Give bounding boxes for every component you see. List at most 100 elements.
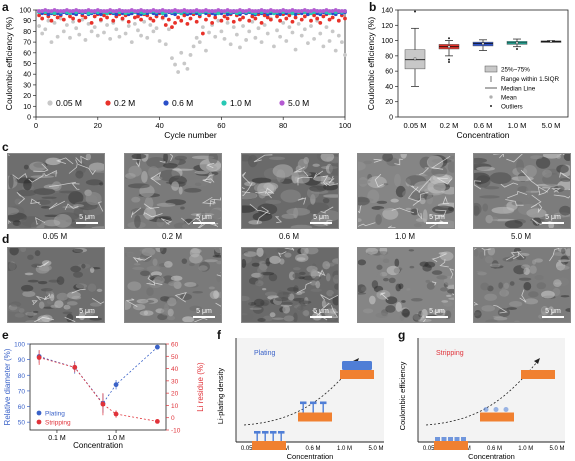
data-point-plating: [154, 344, 160, 350]
data-point-50M: [191, 9, 196, 13]
data-point-50M: [268, 8, 273, 12]
data-point-005M: [173, 62, 177, 67]
data-point-50M: [228, 9, 233, 13]
data-point-02M: [284, 16, 289, 21]
scale-bar-line: [542, 222, 564, 224]
data-point-50M: [200, 9, 205, 13]
data-point-005M: [123, 31, 128, 36]
data-point-005M: [46, 18, 51, 23]
data-point-02M: [126, 19, 131, 24]
li-residue: [493, 407, 499, 412]
data-point-50M: [262, 9, 267, 13]
mean-marker: [481, 42, 485, 45]
data-point-50M: [222, 9, 227, 13]
data-point-50M: [216, 8, 221, 12]
data-point-06M: [98, 12, 103, 17]
outlier: [448, 60, 450, 63]
y-tick-label: 20: [385, 99, 393, 106]
data-point-02M: [259, 20, 264, 25]
plot-frame: [29, 343, 167, 431]
x-axis-label: Concentration: [468, 452, 515, 461]
data-point-02M: [61, 17, 66, 22]
mean-marker: [447, 45, 451, 48]
y-right-axis-label: Li residue (%): [196, 362, 205, 412]
data-point-50M: [321, 9, 326, 13]
y-tick-label: 80: [18, 373, 26, 380]
legend-label: 0.05 M: [56, 98, 82, 108]
data-point-10M: [52, 11, 57, 16]
y-tick-label: 60: [23, 50, 31, 57]
data-point-005M: [108, 36, 113, 41]
data-point-02M: [231, 19, 236, 24]
x-axis-label: Cycle number: [164, 130, 217, 140]
sem-texture: [358, 154, 454, 228]
legend-label: Mean: [501, 95, 517, 102]
data-point-50M: [123, 9, 128, 13]
data-point-stripping: [100, 401, 106, 407]
data-point-50M: [250, 9, 255, 13]
y-right-tick-label: 40: [171, 366, 179, 373]
sem-texture: [125, 248, 221, 322]
data-point-005M: [166, 27, 171, 32]
data-point-005M: [55, 34, 60, 39]
data-point-02M: [111, 18, 116, 23]
y-tick-label: 70: [23, 40, 31, 47]
data-point-50M: [290, 8, 295, 12]
sem-texture: [358, 248, 454, 322]
legend-label: Plating: [45, 411, 65, 418]
data-point-10M: [216, 11, 221, 16]
data-point-10M: [290, 11, 295, 16]
data-point-02M: [55, 15, 60, 20]
data-point-50M: [244, 9, 249, 13]
data-point-02M: [173, 20, 177, 25]
li-dendrite-stem: [256, 433, 258, 441]
scale-bar-line: [76, 316, 98, 318]
data-point-plating: [113, 382, 119, 388]
data-point-50M: [55, 9, 60, 13]
diameter-residue-chart: 50 60 70 80 90 100 -10 0 10 20 30 40 50 60 0.1 M 1.0 MC…: [3, 342, 205, 451]
data-point-02M: [102, 13, 106, 18]
data-point-005M: [102, 30, 106, 35]
data-point-50M: [136, 9, 140, 13]
panel-label-d: d: [2, 232, 10, 246]
data-point-50M: [284, 9, 289, 13]
data-point-50M: [296, 9, 301, 13]
outlier: [448, 58, 450, 61]
data-point-06M: [173, 12, 177, 17]
data-point-005M: [163, 42, 168, 47]
sem-image: 5 μm: [7, 153, 105, 229]
scale-bar-label: 5 μm: [196, 308, 212, 315]
li-residue: [435, 437, 440, 441]
li-residue: [461, 437, 466, 441]
y-axis-label: Coulombic efficiency: [398, 361, 407, 430]
x-tick-label: 80: [279, 121, 287, 130]
data-point-50M: [213, 9, 218, 13]
electrode: [298, 412, 332, 422]
data-point-50M: [46, 9, 51, 13]
li-dendrite-stem: [280, 433, 282, 441]
scale-bar-label: 5 μm: [545, 214, 561, 221]
data-point-50M: [207, 9, 211, 13]
data-point-02M: [309, 18, 313, 23]
data-point-02M: [336, 18, 341, 23]
x-tick-label: 5.0 M: [549, 446, 564, 452]
li-dendrite-stem: [302, 403, 304, 413]
data-point-50M: [265, 9, 270, 13]
efficiency-boxplot-chart: 0 20 40 60 80 100 120 140 0.05 M 0.2 M 0.6 M 1.0 M 5…: [366, 8, 569, 140]
data-point-005M: [284, 39, 289, 43]
data-point-005M: [151, 29, 156, 34]
x-tick-label: 0.6 M: [474, 121, 493, 130]
data-point-50M: [340, 9, 344, 13]
sem-image: 5 μm: [7, 247, 105, 323]
li-residue: [454, 437, 460, 441]
sem-concentration-label: 0.6 M: [278, 232, 299, 241]
data-point-02M: [163, 23, 168, 27]
data-point-50M: [157, 9, 162, 13]
scale-bar-line: [426, 316, 448, 318]
y-right-tick-label: 0: [171, 415, 175, 422]
y-tick-label: 100: [14, 342, 25, 349]
data-point-005M: [43, 27, 48, 32]
sem-image: 5 μm: [124, 247, 222, 323]
data-point-06M: [163, 13, 168, 18]
data-point-02M: [321, 14, 326, 19]
